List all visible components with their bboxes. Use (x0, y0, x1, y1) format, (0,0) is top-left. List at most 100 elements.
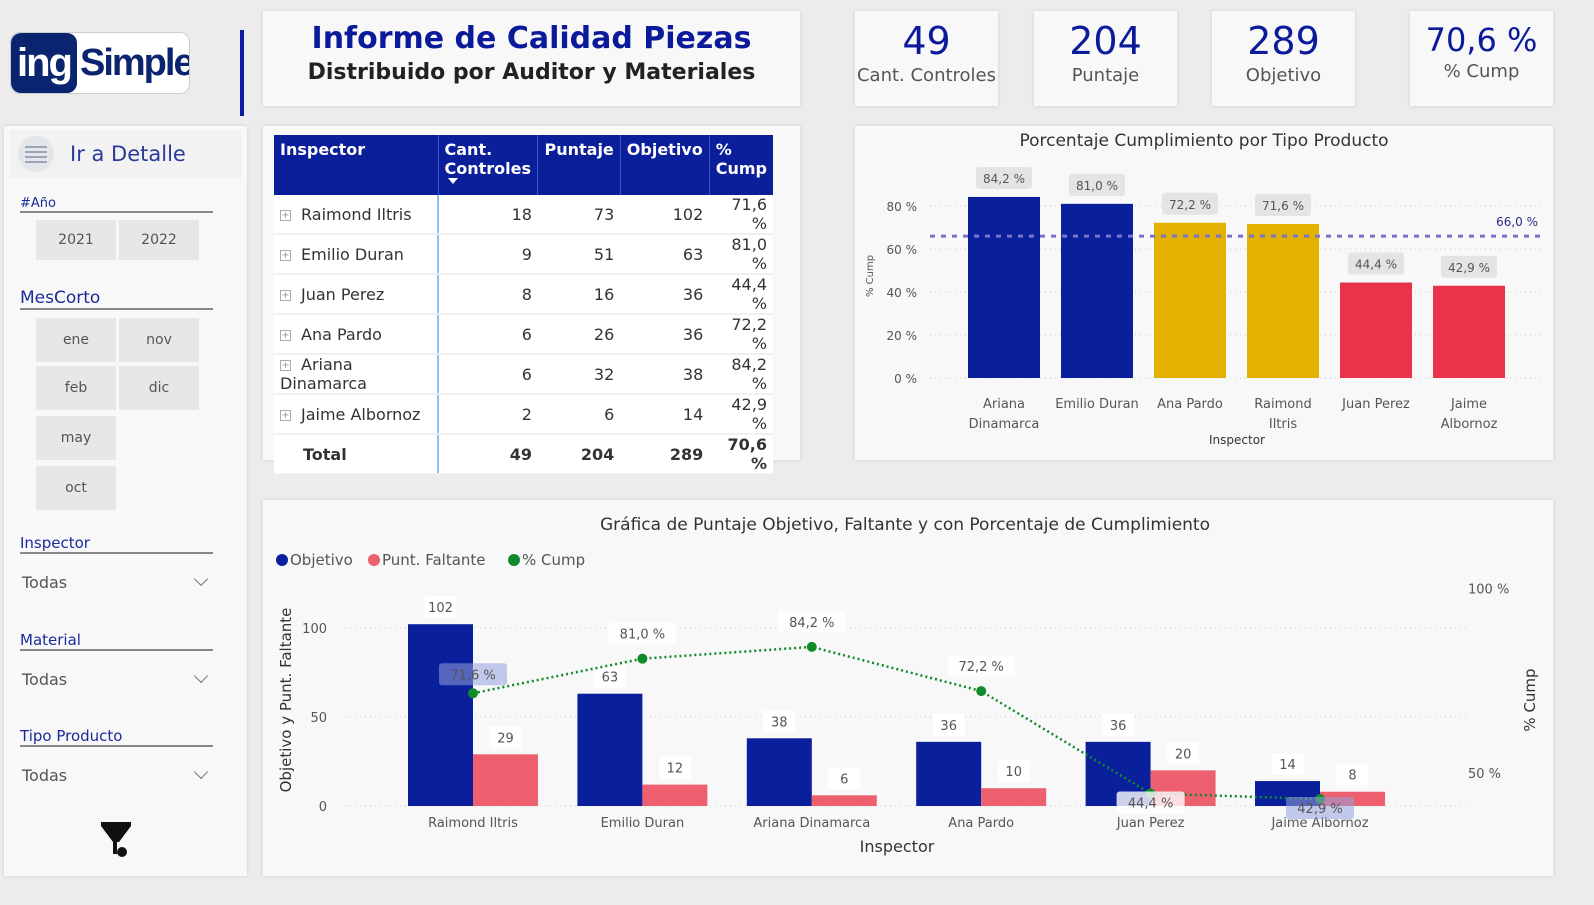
data-label: 10 (1005, 765, 1022, 780)
table-row[interactable]: + Raimond Iltris 18 73 102 71,6 % (274, 195, 773, 235)
detail-button[interactable]: Ir a Detalle (10, 130, 242, 178)
col-cant-controles[interactable]: Cant. Controles (438, 135, 539, 195)
chevron-down-icon (193, 571, 209, 587)
table-row[interactable]: + Emilio Duran 9 51 63 81,0 % (274, 234, 773, 275)
table-total-row: Total 49 204 289 70,6 % (274, 434, 773, 475)
cell-text: Jaime Albornoz (301, 404, 421, 424)
page-title: Informe de Calidad Piezas (311, 21, 752, 56)
expand-icon[interactable]: + (280, 329, 291, 341)
cell-puntaje: 51 (537, 234, 621, 275)
expand-icon[interactable]: + (280, 249, 291, 261)
filter-panel: Ir a Detalle #Año 2021 2022 MesCorto ene… (4, 126, 247, 876)
total-cell: 204 (537, 434, 621, 475)
puntaje-combo-chart: Gráfica de Puntaje Objetivo, Faltante y … (276, 515, 1539, 856)
cell-cant: 6 (438, 354, 538, 395)
cell-cump: 42,9 % (709, 394, 773, 435)
data-label-bg (593, 665, 626, 688)
data-label-bg (997, 760, 1030, 783)
y-tick-label: 20 % (887, 329, 918, 343)
bar (1061, 203, 1133, 378)
bar-faltante (642, 784, 708, 806)
year-2021[interactable]: 2021 (36, 220, 116, 260)
month-oct[interactable]: oct (36, 466, 116, 510)
expand-icon[interactable]: + (280, 360, 291, 371)
kpi-value: 289 (1247, 19, 1320, 63)
data-label: 36 (1110, 719, 1127, 734)
col-cump[interactable]: % Cump (709, 135, 773, 195)
logo-ing: ing (11, 33, 77, 93)
y-tick-label: 40 % (887, 286, 918, 300)
data-label-bg (1348, 252, 1404, 275)
month-feb[interactable]: feb (36, 366, 116, 410)
expand-icon[interactable]: + (280, 409, 291, 421)
tipo-dropdown[interactable]: Todas (22, 760, 212, 790)
cell-text: Ariana Dinamarca (280, 355, 367, 393)
x-tick-label: Ariana Dinamarca (753, 816, 870, 831)
y2-axis-title: % Cump (1521, 668, 1539, 731)
month-nov[interactable]: nov (119, 318, 199, 362)
data-label-bg (976, 166, 1032, 189)
table-row[interactable]: + Juan Perez 8 16 36 44,4 % (274, 274, 773, 315)
bar (968, 196, 1040, 378)
x-tick-label: Albornoz (1441, 417, 1498, 432)
x-tick-label: Ariana (983, 397, 1025, 412)
table-row[interactable]: + Jaime Albornoz 2 6 14 42,9 % (274, 394, 773, 435)
cell-text: Ana Pardo (301, 324, 382, 344)
data-label-bg (1162, 192, 1218, 215)
month-may[interactable]: may (36, 416, 116, 460)
cell-objetivo: 36 (620, 314, 710, 355)
inspector-dropdown[interactable]: Todas (22, 567, 212, 597)
data-label: 14 (1279, 758, 1296, 773)
kpi-label: Puntaje (1071, 65, 1140, 86)
expand-icon[interactable]: + (280, 289, 291, 301)
col-puntaje[interactable]: Puntaje (537, 135, 621, 195)
cell-cant: 6 (438, 314, 538, 355)
bar-objetivo (408, 624, 473, 806)
bar (1433, 285, 1505, 378)
cell-cump: 72,2 % (709, 314, 773, 355)
y-tick-label: 100 (302, 622, 327, 637)
sort-desc-icon (447, 178, 458, 184)
x-tick-label: Dinamarca (969, 417, 1040, 432)
line-label-bg (608, 622, 677, 645)
col-inspector[interactable]: Inspector (274, 135, 439, 195)
col-objetivo[interactable]: Objetivo (620, 135, 710, 195)
chart-title: Porcentaje Cumplimiento por Tipo Product… (1019, 131, 1388, 151)
data-label-bg (1271, 753, 1304, 776)
detail-label: Ir a Detalle (70, 142, 186, 166)
line-label: 44,4 % (1128, 796, 1173, 811)
data-label-bg (424, 596, 457, 619)
kpi-label: Cant. Controles (856, 65, 997, 86)
year-2022[interactable]: 2022 (119, 220, 199, 260)
kpi-value: 70,6 % (1425, 21, 1538, 59)
material-dropdown[interactable]: Todas (22, 664, 212, 694)
month-dic[interactable]: dic (119, 366, 199, 410)
data-label: 84,2 % (983, 172, 1025, 186)
month-ene[interactable]: ene (36, 318, 116, 362)
data-label-bg (1167, 742, 1200, 765)
expand-icon[interactable]: + (280, 209, 291, 221)
bar-objetivo (916, 741, 982, 806)
table-row[interactable]: + Ariana Dinamarca 6 32 38 84,2 % (274, 354, 773, 395)
data-label: 38 (771, 715, 788, 730)
kpi-label: % Cump (1443, 61, 1520, 82)
table-row[interactable]: + Ana Pardo 6 26 36 72,2 % (274, 314, 773, 355)
x-axis-title: Inspector (860, 837, 935, 856)
y-tick-label: 0 (319, 800, 327, 815)
bar-objetivo (577, 693, 643, 806)
data-label-bg (763, 710, 796, 733)
puntaje-chart-card: Gráfica de Puntaje Objetivo, Faltante y … (263, 500, 1553, 876)
line-label-bg (1116, 791, 1185, 814)
cell-inspector: + Emilio Duran (274, 234, 440, 275)
cell-puntaje: 32 (537, 354, 621, 395)
inspector-slicer-title: Inspector (20, 534, 213, 554)
clear-filter-icon[interactable] (100, 820, 134, 860)
data-label: 63 (602, 671, 619, 686)
cump-point (976, 686, 987, 697)
cump-line (472, 645, 1321, 801)
data-label: 72,2 % (1169, 198, 1211, 212)
chart-title: Gráfica de Puntaje Objetivo, Faltante y … (600, 515, 1210, 535)
inspector-table: Inspector Cant. Controles Puntaje Objeti… (274, 135, 773, 475)
cump-point (468, 688, 478, 699)
bar-faltante (473, 754, 538, 806)
